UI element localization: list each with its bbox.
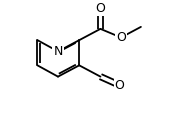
Text: O: O [116,31,126,44]
Text: O: O [96,2,105,15]
Text: O: O [115,79,125,92]
Text: N: N [53,45,63,58]
